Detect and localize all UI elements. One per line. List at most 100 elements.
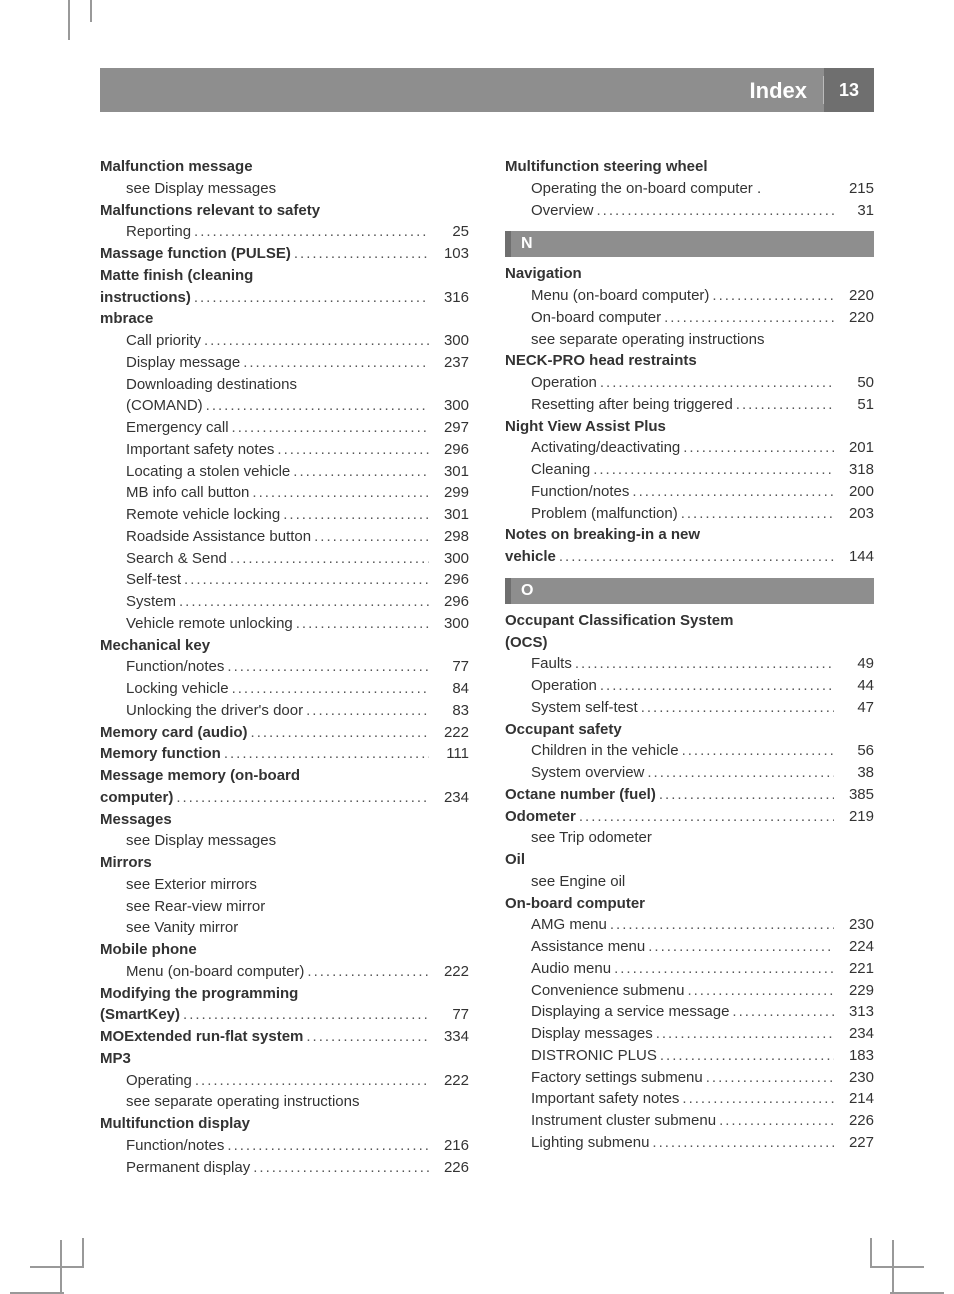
- index-subentry: System overview38: [505, 762, 874, 784]
- leader-dots: [181, 569, 429, 591]
- index-heading: Odometer219: [505, 806, 874, 828]
- entry-page-number: 201: [834, 437, 874, 459]
- entry-page-number: 215: [834, 178, 874, 200]
- leader-dots: [303, 1026, 429, 1048]
- index-heading: Mechanical key: [100, 635, 469, 657]
- entry-page-number: 300: [429, 613, 469, 635]
- entry-label: Memory function: [100, 743, 221, 765]
- index-subentry: System self-test 47: [505, 697, 874, 719]
- entry-page-number: 226: [834, 1110, 874, 1132]
- entry-label: Unlocking the driver's door: [126, 700, 303, 722]
- entry-page-number: 313: [834, 1001, 874, 1023]
- index-heading: On-board computer: [505, 893, 874, 915]
- entry-page-number: 44: [834, 675, 874, 697]
- leader-dots: [224, 656, 429, 678]
- index-column-right: Multifunction steering wheelOperating th…: [505, 156, 874, 1178]
- entry-label: Instrument cluster submenu: [531, 1110, 716, 1132]
- index-heading: Modifying the programming: [100, 983, 469, 1005]
- index-subentry: Locating a stolen vehicle301: [100, 461, 469, 483]
- entry-page-number: 299: [429, 482, 469, 504]
- entry-page-number: 222: [429, 722, 469, 744]
- index-heading: Octane number (fuel)385: [505, 784, 874, 806]
- entry-page-number: 300: [429, 395, 469, 417]
- index-heading: Night View Assist Plus: [505, 416, 874, 438]
- leader-dots: [657, 1045, 834, 1067]
- leader-dots: [290, 461, 429, 483]
- leader-dots: [280, 504, 429, 526]
- index-subentry: Display message237: [100, 352, 469, 374]
- leader-dots: [638, 697, 834, 719]
- crop-mark: [30, 1266, 84, 1268]
- entry-label: Displaying a service message: [531, 1001, 729, 1023]
- entry-label: System self-test: [531, 697, 638, 719]
- index-subentry: Function/notes77: [100, 656, 469, 678]
- entry-label: see Engine oil: [531, 871, 625, 893]
- entry-label: see Trip odometer: [531, 827, 652, 849]
- leader-dots: [572, 653, 834, 675]
- entry-label: Children in the vehicle: [531, 740, 679, 762]
- leader-dots: [661, 307, 834, 329]
- entry-page-number: 47: [834, 697, 874, 719]
- leader-dots: [684, 980, 834, 1002]
- entry-label: see separate operating instructions: [126, 1091, 359, 1113]
- entry-label: vehicle: [505, 546, 556, 568]
- leader-dots: [709, 285, 834, 307]
- entry-label: Call priority: [126, 330, 201, 352]
- entry-label: Faults: [531, 653, 572, 675]
- index-subentry: Vehicle remote unlocking300: [100, 613, 469, 635]
- entry-label: see Rear-view mirror: [126, 896, 265, 918]
- entry-page-number: 385: [834, 784, 874, 806]
- entry-label: Resetting after being triggered: [531, 394, 733, 416]
- index-subentry: Lighting submenu227: [505, 1132, 874, 1154]
- index-subentry: Instrument cluster submenu 226: [505, 1110, 874, 1132]
- entry-label: MOExtended run-flat system: [100, 1026, 303, 1048]
- index-title: Index: [750, 68, 823, 112]
- entry-label: Messages: [100, 809, 172, 831]
- entry-label: Memory card (audio): [100, 722, 248, 744]
- entry-label: Emergency call: [126, 417, 229, 439]
- leader-dots: [716, 1110, 834, 1132]
- index-subentry: Activating/deactivating201: [505, 437, 874, 459]
- index-subentry: MB info call button299: [100, 482, 469, 504]
- index-heading: (SmartKey)77: [100, 1004, 469, 1026]
- entry-label: (OCS): [505, 632, 548, 654]
- index-subentry: On-board computer220: [505, 307, 874, 329]
- entry-page-number: 296: [429, 591, 469, 613]
- leader-dots: [221, 743, 429, 765]
- page-content: Index 13 Malfunction messagesee Display …: [100, 68, 874, 1214]
- index-heading: Malfunctions relevant to safety: [100, 200, 469, 222]
- index-subentry: Overview31: [505, 200, 874, 222]
- index-subentry: Reporting25: [100, 221, 469, 243]
- index-subentry: AMG menu230: [505, 914, 874, 936]
- entry-page-number: 203: [834, 503, 874, 525]
- entry-label: Multifunction steering wheel: [505, 156, 708, 178]
- entry-page-number: 296: [429, 439, 469, 461]
- entry-label: Matte finish (cleaning: [100, 265, 253, 287]
- index-heading: Memory function111: [100, 743, 469, 765]
- entry-page-number: 318: [834, 459, 874, 481]
- entry-label: Operation: [531, 675, 597, 697]
- entry-label: Mobile phone: [100, 939, 197, 961]
- entry-label: Night View Assist Plus: [505, 416, 666, 438]
- index-subentry: see Engine oil: [505, 871, 874, 893]
- index-subentry: Locking vehicle84: [100, 678, 469, 700]
- entry-label: (COMAND): [126, 395, 203, 417]
- entry-page-number: 229: [834, 980, 874, 1002]
- entry-label: Occupant Classification System: [505, 610, 733, 632]
- leader-dots: [656, 784, 834, 806]
- entry-page-number: 224: [834, 936, 874, 958]
- index-subentry: see Display messages: [100, 830, 469, 852]
- leader-dots: [703, 1067, 834, 1089]
- index-subentry: Emergency call297: [100, 417, 469, 439]
- leader-dots: [679, 1088, 834, 1110]
- index-subentry: Function/notes216: [100, 1135, 469, 1157]
- entry-label: On-board computer: [505, 893, 645, 915]
- entry-page-number: 51: [834, 394, 874, 416]
- entry-label: Function/notes: [126, 1135, 224, 1157]
- leader-dots: [240, 352, 429, 374]
- entry-label: Multifunction display: [100, 1113, 250, 1135]
- entry-page-number: 38: [834, 762, 874, 784]
- entry-page-number: 221: [834, 958, 874, 980]
- index-subentry: Menu (on-board computer)220: [505, 285, 874, 307]
- entry-label: computer): [100, 787, 173, 809]
